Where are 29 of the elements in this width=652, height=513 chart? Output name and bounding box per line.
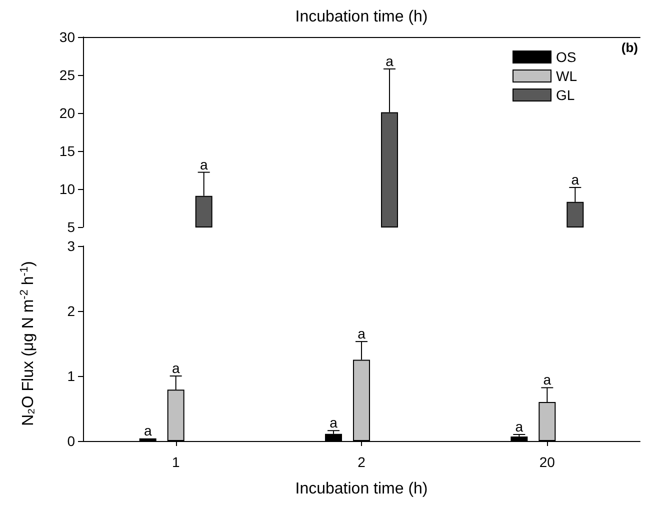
data-label: a [386, 52, 394, 69]
y-tick-label: 3 [67, 238, 76, 254]
data-label: a [571, 171, 580, 188]
data-label: a [200, 156, 208, 172]
y-tick-label: 5 [67, 219, 76, 235]
y-tick-label: 15 [59, 143, 76, 159]
legend-label: OS [556, 49, 576, 65]
x-tick-label: 20 [539, 454, 556, 470]
data-label: a [515, 418, 524, 434]
data-label: a [172, 360, 180, 376]
x-tick-label: 1 [172, 454, 180, 470]
y-tick-label: 1 [67, 368, 76, 384]
x-tick-label: 2 [358, 454, 366, 470]
annotation: (b) [621, 40, 638, 55]
x-axis-title: Incubation time (h) [295, 480, 428, 498]
legend-label: WL [556, 68, 578, 84]
y-tick-label: 2 [67, 303, 76, 319]
y-axis-title: N₂O Flux (μg N m-2 h-1) [18, 261, 37, 426]
legend-label: GL [556, 87, 575, 103]
data-label: a [358, 326, 366, 342]
y-tick-label: 25 [59, 67, 76, 83]
y-tick-label: 10 [59, 181, 76, 197]
data-label: a [330, 414, 338, 431]
data-label: a [543, 372, 552, 388]
y-tick-label: 30 [59, 29, 76, 45]
data-label: a [144, 422, 152, 438]
y-tick-label: 20 [59, 105, 76, 121]
x-axis-title: Incubation time (h) [295, 8, 428, 26]
y-tick-label: 0 [67, 433, 76, 449]
